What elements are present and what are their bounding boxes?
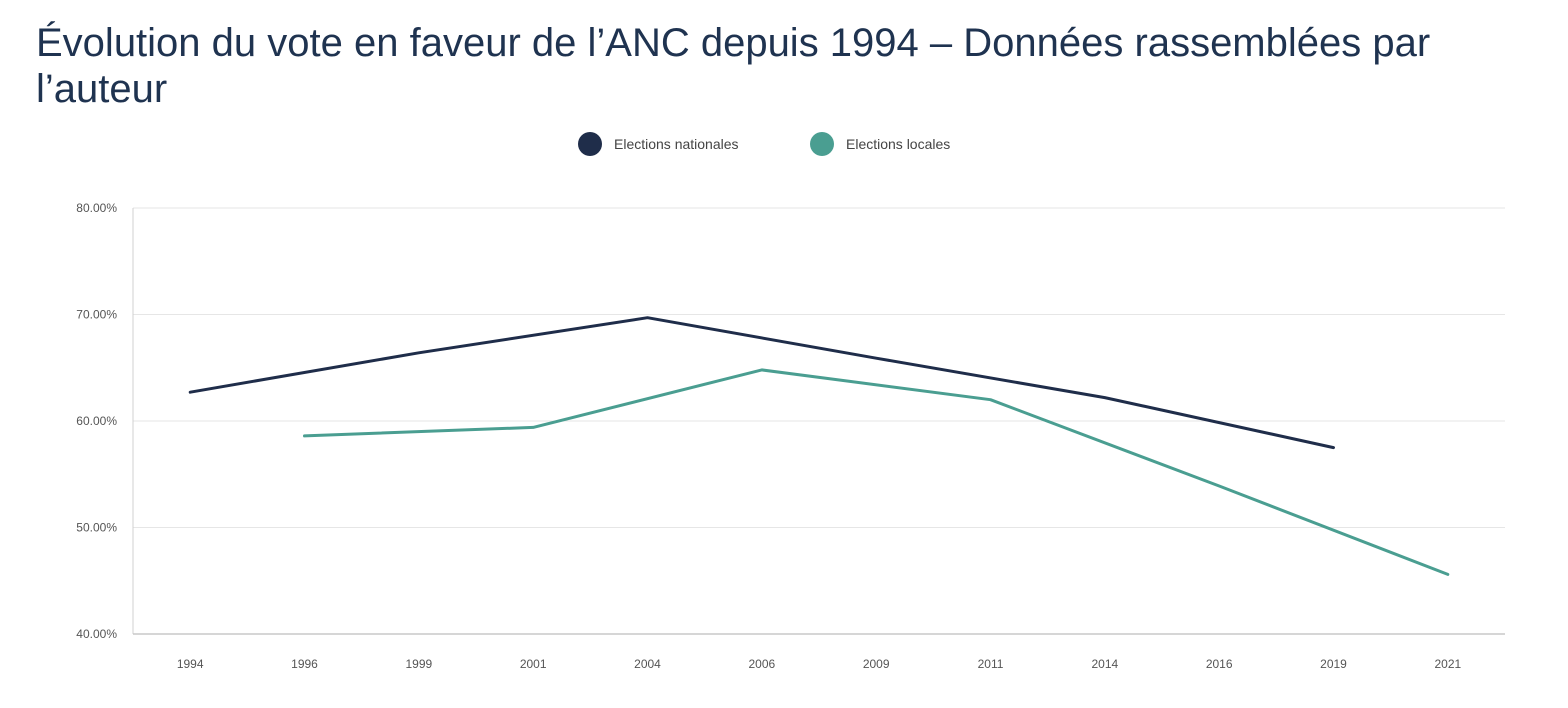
legend-swatch bbox=[810, 132, 834, 156]
legend-label: Elections locales bbox=[846, 136, 950, 152]
y-tick-label: 60.00% bbox=[76, 414, 117, 428]
y-tick-label: 70.00% bbox=[76, 308, 117, 322]
x-tick-label: 2021 bbox=[1434, 657, 1461, 671]
x-tick-label: 2019 bbox=[1320, 657, 1347, 671]
chart-title: Évolution du vote en faveur de l’ANC dep… bbox=[36, 21, 1431, 111]
series-line-locales bbox=[303, 368, 1450, 576]
x-tick-label: 2004 bbox=[634, 657, 661, 671]
y-tick-label: 50.00% bbox=[76, 521, 117, 535]
legend: Elections nationales Elections locales bbox=[578, 132, 950, 156]
gridlines bbox=[133, 207, 1505, 528]
x-tick-label: 2001 bbox=[520, 657, 547, 671]
x-tick-label: 2009 bbox=[863, 657, 890, 671]
x-tick-label: 1999 bbox=[405, 657, 432, 671]
x-tick-label: 2006 bbox=[748, 657, 775, 671]
y-tick-label: 40.00% bbox=[76, 627, 117, 641]
y-axis-ticks: 40.00% 50.00% 60.00% 70.00% 80.00% bbox=[76, 201, 117, 641]
legend-label: Elections nationales bbox=[614, 136, 739, 152]
x-tick-label: 1996 bbox=[291, 657, 318, 671]
x-tick-label: 2016 bbox=[1206, 657, 1233, 671]
x-axis-ticks: 1994 1996 1999 2001 2004 2006 2009 2011 2014 2016… bbox=[177, 657, 1462, 671]
series-lines bbox=[188, 316, 1450, 576]
y-tick-label: 80.00% bbox=[76, 201, 117, 215]
x-tick-label: 1994 bbox=[177, 657, 204, 671]
axes bbox=[132, 208, 1505, 635]
legend-swatch bbox=[578, 132, 602, 156]
x-tick-label: 2014 bbox=[1091, 657, 1118, 671]
x-tick-label: 2011 bbox=[978, 657, 1004, 671]
series-line-nationales bbox=[188, 316, 1335, 450]
